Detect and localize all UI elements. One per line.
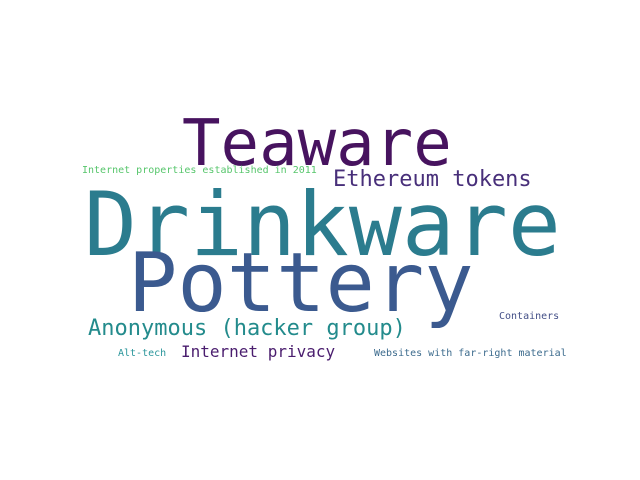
word-anonymous-hacker-group: Anonymous (hacker group) (88, 316, 406, 341)
word-drinkware: Drinkware (84, 173, 561, 276)
word-ethereum-tokens: Ethereum tokens (333, 167, 532, 192)
word-alt-tech: Alt-tech (118, 348, 167, 359)
word-internet-privacy: Internet privacy (181, 342, 336, 361)
word-teaware: Teaware (182, 107, 452, 181)
word-pottery: Pottery (128, 236, 474, 331)
word-internet-properties-2011: Internet properties established in 2011 (82, 165, 317, 176)
word-containers: Containers (499, 311, 560, 322)
word-far-right-websites: Websites with far-right material (374, 348, 567, 359)
